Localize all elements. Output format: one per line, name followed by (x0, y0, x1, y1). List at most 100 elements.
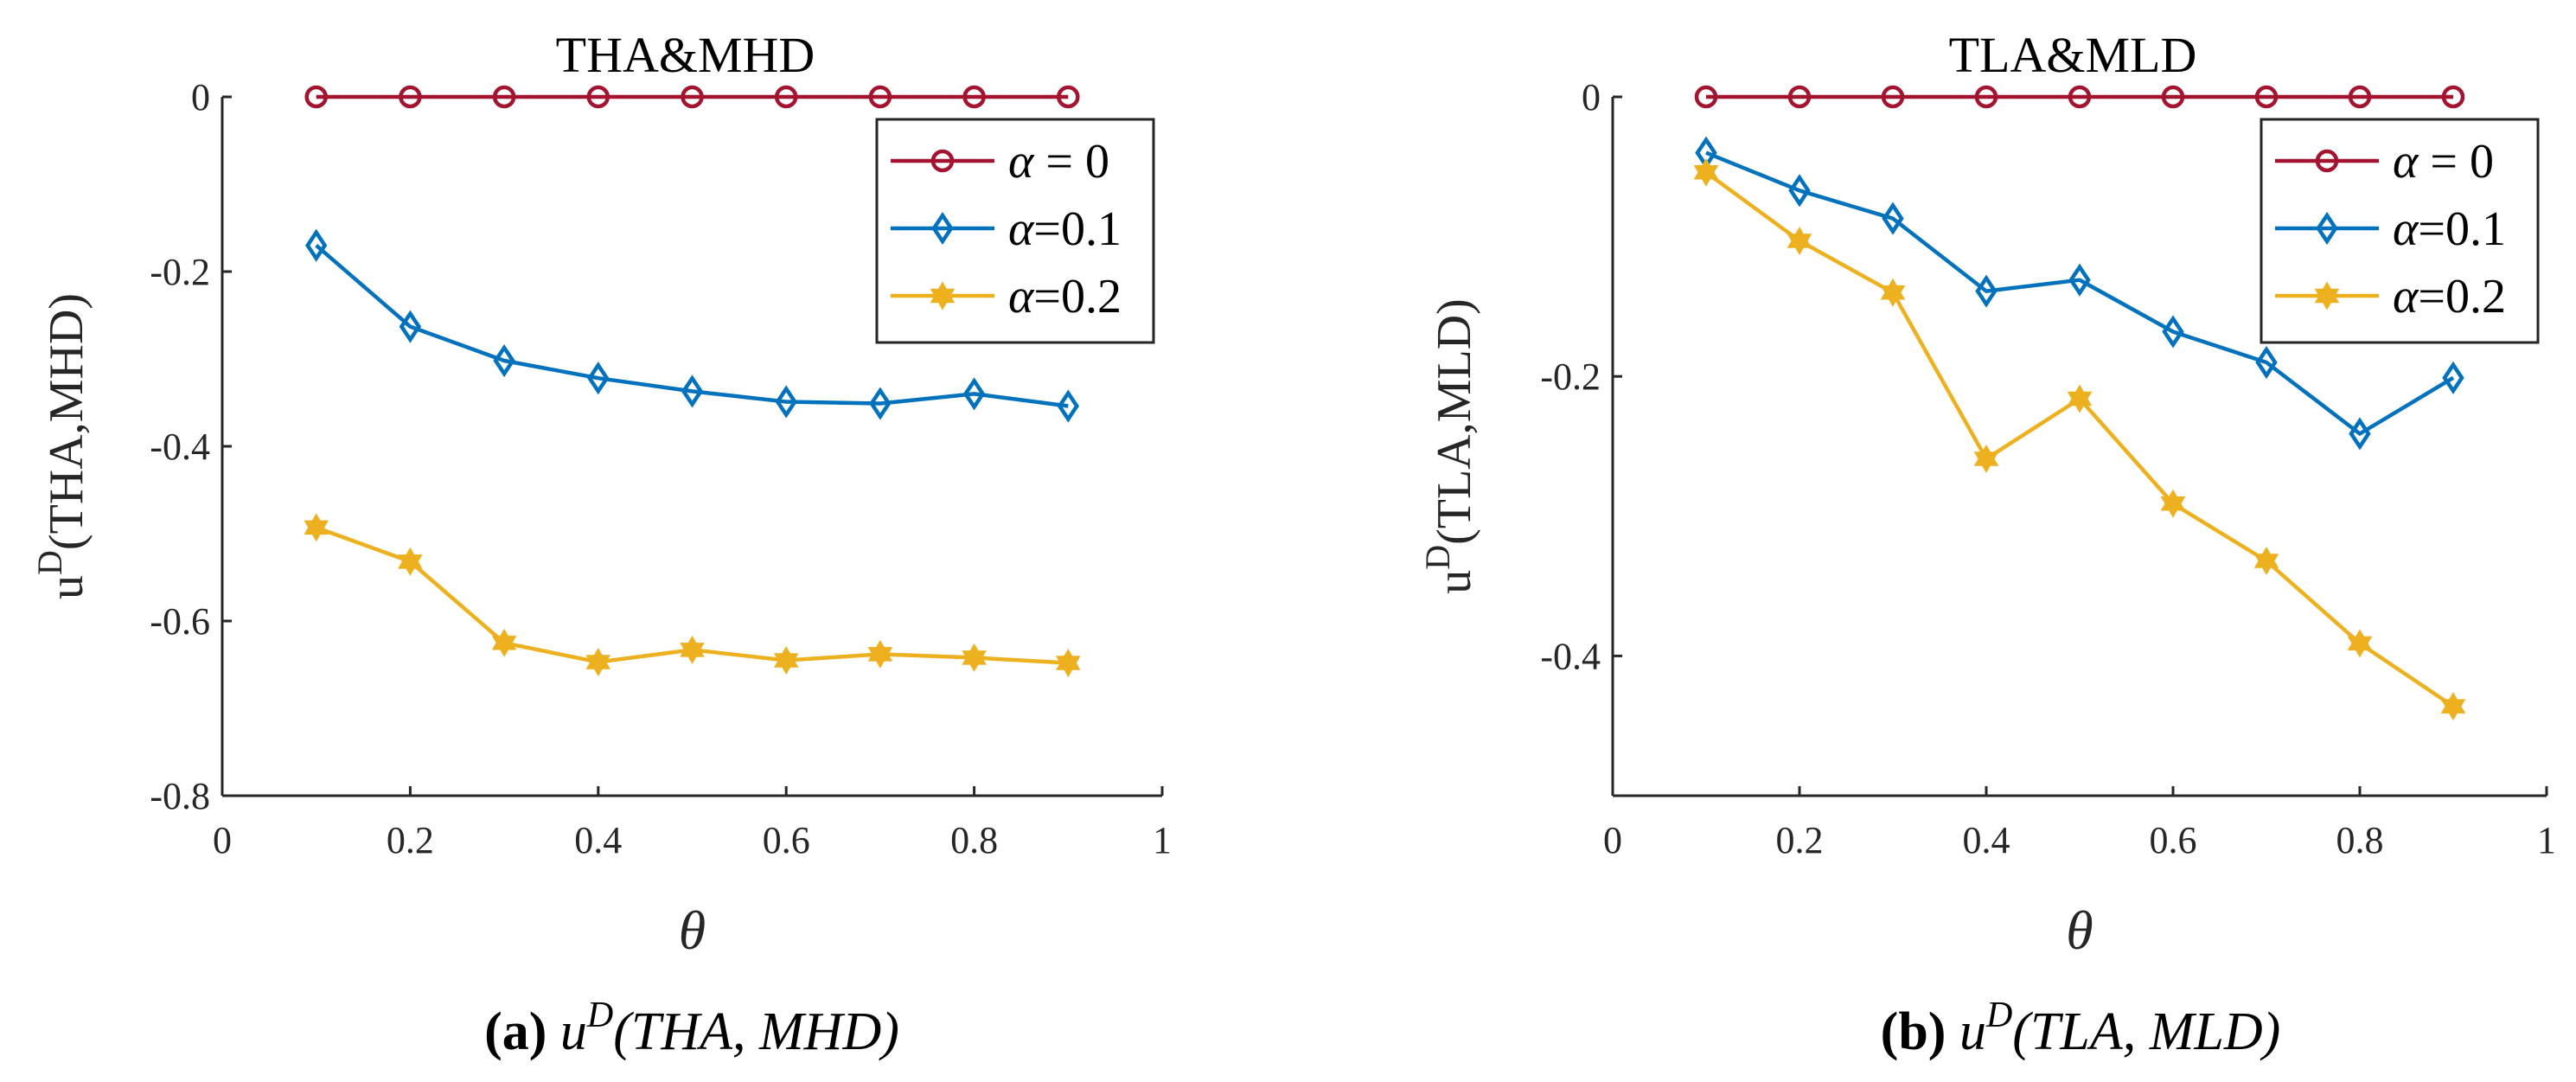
y-label-args: (TLA,MLD) (1428, 298, 1481, 545)
data-point-diamond-1 (1788, 174, 1811, 208)
data-point-star-0 (1693, 165, 1719, 187)
x-axis-label: θ (679, 900, 706, 961)
x-tick-label: 0.4 (1963, 819, 2010, 861)
x-tick-label: 0 (1603, 819, 1622, 861)
data-point-star-1 (1787, 234, 1812, 255)
data-point-diamond-5 (775, 385, 797, 419)
data-point-star-2 (491, 636, 517, 657)
legend-label-1: α=0.1 (2393, 202, 2506, 256)
y-label-args: (THA,MHD) (40, 293, 93, 550)
series-2 (304, 513, 1081, 677)
caption-sup: D (586, 996, 613, 1035)
data-point-circle-5 (774, 85, 798, 109)
legend-value: = 0 (1033, 135, 1109, 189)
data-point-diamond-3 (1975, 274, 1998, 308)
y-label-sup: D (1418, 545, 1457, 570)
legend: α = 0α=0.1α=0.2 (875, 118, 1155, 344)
series-2 (1693, 157, 2466, 721)
x-tick-label: 0.2 (1776, 819, 1824, 861)
data-point-star-7 (962, 650, 987, 672)
data-point-star-3 (1973, 451, 1999, 474)
panel-a: 0 0.2 0.4 0.6 0.8 1 -0.8 -0.6 -0.4 -0.2 0 THA&MHD θ u… (30, 27, 1172, 1061)
data-point-diamond-legend-1 (2316, 211, 2338, 246)
data-point-star-3 (585, 655, 611, 676)
legend-symbol: α (1008, 270, 1035, 323)
x-tick-label: 0.6 (763, 819, 810, 861)
data-point-diamond-legend-1 (931, 211, 954, 246)
data-point-star-7 (2347, 636, 2373, 658)
caption-args: (THA, MHD) (613, 1002, 899, 1061)
panel-b: 0 0.2 0.4 0.6 0.8 1-0.4-0.20TLA&MLDθuD(TLA,ML… (1418, 27, 2556, 1061)
legend-value: =0.1 (1033, 202, 1122, 256)
data-point-diamond-2 (1882, 202, 1904, 235)
data-point-circle-3 (586, 85, 610, 109)
data-point-circle-3 (1974, 85, 1998, 109)
series-0 (304, 85, 1080, 109)
data-point-circle-legend-0 (2315, 149, 2339, 173)
y-tick-label: 0 (191, 76, 210, 118)
data-point-star-8 (1056, 656, 1081, 677)
data-point-circle-0 (1694, 85, 1718, 109)
data-point-circle-legend-0 (930, 149, 955, 173)
data-point-star-6 (2253, 554, 2279, 576)
data-point-star-1 (398, 554, 423, 576)
legend-label-0: α = 0 (1008, 135, 1109, 189)
caption-main: u (1959, 1002, 1986, 1061)
x-tick-label: 0.4 (574, 819, 622, 861)
data-point-star-legend-2 (2314, 288, 2340, 311)
y-label-main: u (1428, 570, 1481, 594)
data-point-star-5 (773, 653, 799, 675)
data-point-star-6 (867, 647, 893, 669)
y-tick-label: -0.6 (150, 600, 210, 643)
data-point-circle-5 (2161, 85, 2185, 109)
y-tick-label: -0.8 (150, 775, 210, 817)
data-point-star-4 (680, 643, 705, 664)
y-tick-label: -0.4 (150, 426, 210, 468)
y-axis-label: uD(TLA,MLD) (1418, 298, 1481, 593)
data-point-star-5 (2160, 496, 2186, 518)
x-tick-label: 1 (1153, 819, 1172, 861)
data-point-circle-8 (2441, 85, 2465, 109)
data-point-circle-7 (962, 85, 986, 109)
y-tick-label: -0.4 (1540, 635, 1601, 677)
data-point-diamond-6 (869, 387, 892, 420)
y-tick-label: -0.2 (150, 251, 210, 293)
x-tick-label: 0.2 (387, 819, 434, 861)
data-point-diamond-4 (681, 375, 704, 408)
data-point-star-legend-2 (930, 288, 956, 311)
legend-value: =0.1 (2418, 202, 2506, 256)
caption-tag: (a) (484, 1002, 560, 1061)
caption-args: (TLA, MLD) (2012, 1002, 2280, 1061)
data-point-circle-2 (492, 85, 516, 109)
data-point-star-0 (304, 520, 329, 542)
legend-label-2: α=0.2 (1008, 270, 1122, 323)
y-label-main: u (40, 575, 93, 599)
data-point-diamond-5 (2162, 315, 2184, 349)
data-point-circle-0 (304, 85, 328, 109)
legend-label-0: α = 0 (2393, 135, 2494, 189)
series-1 (304, 228, 1080, 423)
legend-value: = 0 (2418, 135, 2494, 189)
data-point-circle-2 (1881, 85, 1905, 109)
x-tick-label: 0.8 (2336, 819, 2384, 861)
caption-main: u (560, 1002, 587, 1061)
legend-symbol: α (2393, 135, 2419, 189)
data-point-circle-4 (2068, 85, 2092, 109)
legend-symbol: α (2393, 202, 2419, 256)
x-tick-label: 0 (213, 819, 232, 861)
data-point-diamond-1 (399, 310, 422, 343)
y-axis-label: uD(THA,MHD) (30, 293, 93, 599)
legend-symbol: α (2393, 270, 2419, 323)
data-point-star-8 (2440, 699, 2466, 721)
legend-label-1: α=0.1 (1008, 202, 1122, 256)
y-tick-label: -0.2 (1540, 355, 1601, 398)
figure-caption: (a) uD(THA, MHD) (484, 996, 899, 1061)
data-point-diamond-3 (587, 362, 610, 395)
data-point-diamond-4 (2068, 263, 2091, 297)
series-line-1 (315, 243, 1069, 408)
data-point-circle-7 (2348, 85, 2372, 109)
legend-label-2: α=0.2 (2393, 270, 2506, 323)
figure-caption: (b) uD(TLA, MLD) (1881, 996, 2281, 1061)
data-point-diamond-8 (1057, 389, 1080, 423)
data-point-diamond-6 (2255, 345, 2278, 380)
